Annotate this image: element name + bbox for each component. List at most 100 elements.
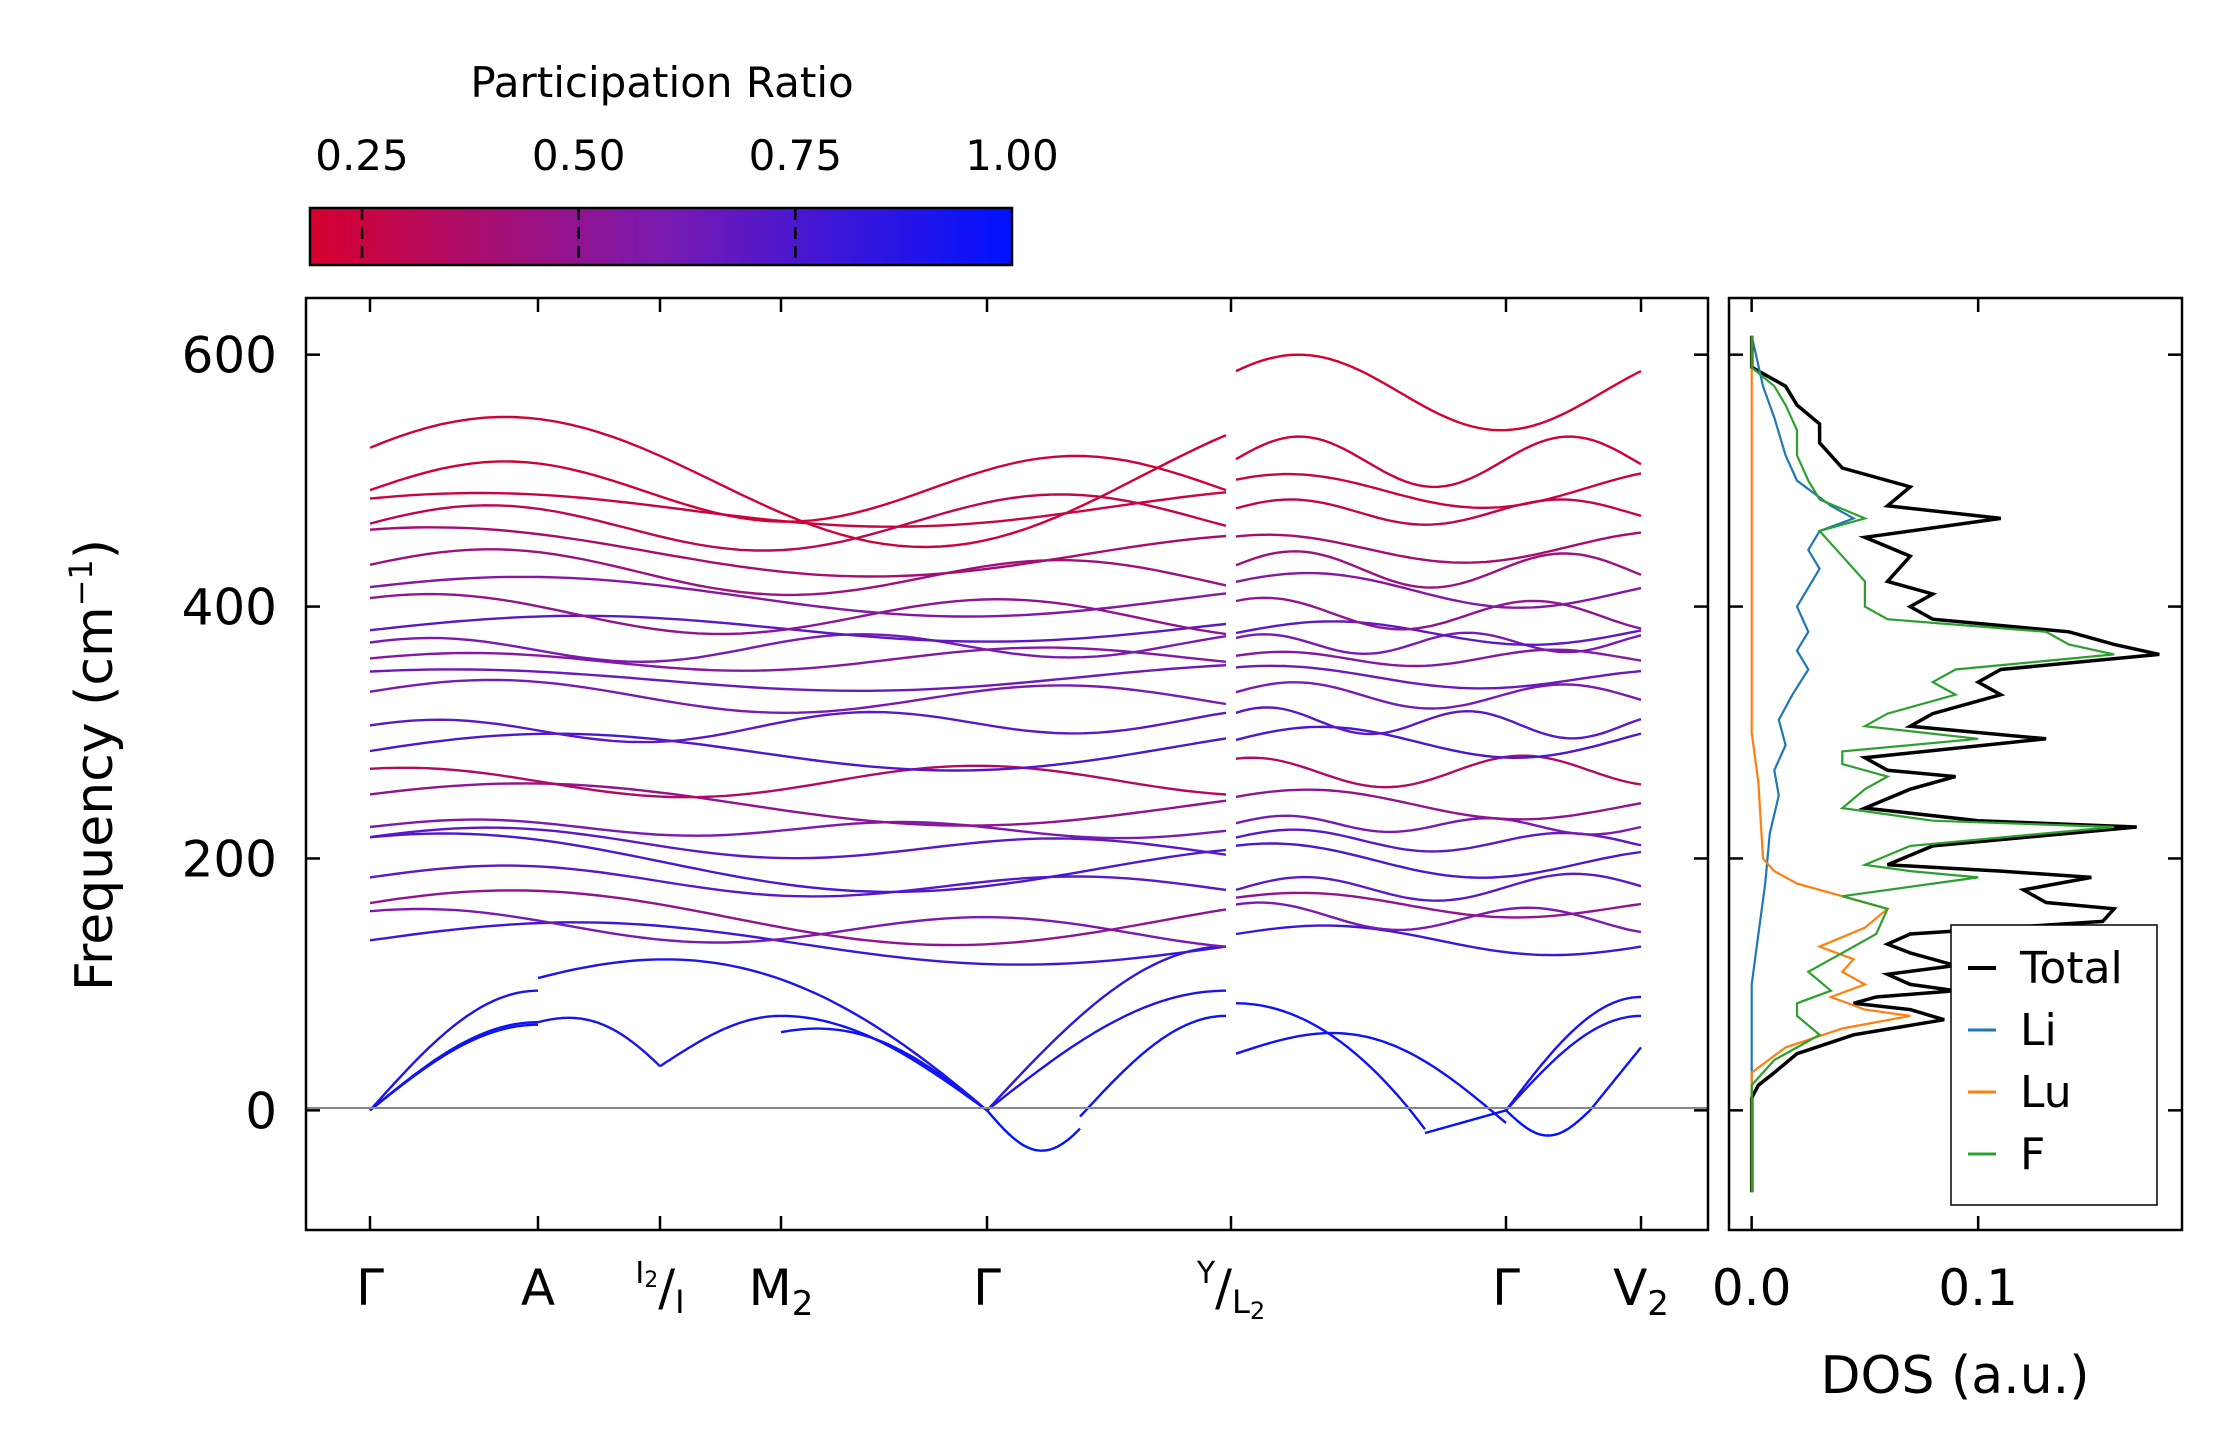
kpoint-label: Γ [1492, 1259, 1520, 1317]
dos-x-tick-label: 0.0 [1712, 1259, 1792, 1317]
band-acoustic [780, 1027, 988, 1112]
colorbar-tick-label: 1.00 [965, 131, 1059, 180]
band-acoustic [1236, 1002, 1426, 1130]
band-acoustic [986, 989, 1226, 1112]
band-optical [1235, 842, 1642, 879]
band-optical [1235, 891, 1642, 919]
band-optical [1235, 531, 1642, 564]
band-optical [369, 548, 1227, 597]
dos-frame [1727, 296, 2184, 1232]
y-tick-label: 400 [182, 579, 277, 637]
band-acoustic [1505, 1014, 1641, 1112]
band-optical [369, 764, 1227, 799]
legend-label: Li [2020, 1005, 2057, 1056]
band-optical [1235, 550, 1642, 589]
band-optical [1235, 754, 1642, 789]
colorbar-tick-label: 0.50 [532, 131, 626, 180]
band-optical [1235, 648, 1642, 668]
y-tick-label: 0 [245, 1082, 277, 1140]
dos-series-lu [1750, 335, 1911, 1193]
dos-x-tick-label: 0.1 [1938, 1259, 2018, 1317]
band-acoustic [781, 1014, 988, 1112]
legend-label: Total [2019, 943, 2123, 994]
y-tick-label: 600 [182, 327, 277, 385]
band-optical [369, 575, 1227, 618]
dos-series-total [1749, 335, 2160, 1193]
colorbar-gradient [308, 206, 1014, 267]
band-optical [1235, 814, 1642, 836]
band-frame [304, 296, 1710, 1232]
dos-x-axis-title: DOS (a.u.) [1821, 1346, 2090, 1406]
band-optical [1235, 872, 1642, 902]
band-optical [369, 454, 1227, 523]
colorbar-tick-label: 0.25 [315, 131, 409, 180]
band-acoustic [986, 945, 1227, 1112]
legend-frame [1950, 924, 2158, 1206]
y-tick-label: 200 [182, 830, 277, 888]
band-optical [1235, 788, 1642, 821]
band-optical [1235, 681, 1642, 710]
band-optical [369, 732, 1227, 772]
band-optical [369, 826, 1227, 860]
legend-label: Lu [2020, 1067, 2072, 1118]
band-acoustic [659, 1014, 781, 1068]
band-acoustic [369, 989, 538, 1112]
dos-panel: 0.0 0.1 DOS (a.u.) Total Li Lu F [1712, 296, 2184, 1406]
band-acoustic-imaginary [1505, 1109, 1591, 1137]
legend-label: F [2020, 1129, 2045, 1180]
band-optical [1235, 725, 1642, 760]
band-optical [369, 526, 1227, 578]
kpoint-label: Γ [973, 1259, 1001, 1317]
band-optical [1235, 664, 1642, 690]
band-optical [369, 907, 1227, 948]
band-lines [369, 353, 1642, 1152]
band-optical [1235, 706, 1642, 740]
band-optical [369, 889, 1227, 947]
kpoint-label: V2 [1613, 1259, 1669, 1324]
band-optical [369, 415, 1227, 549]
band-optical [369, 864, 1227, 898]
band-optical [369, 493, 1227, 552]
band-optical [1235, 571, 1642, 609]
band-optical [369, 664, 1227, 692]
band-optical [1235, 620, 1642, 647]
band-structure-panel: 600 400 200 0 Γ A I2/I M2 Γ Y/L2 Γ V2 Frequency (c… [62, 296, 1710, 1325]
band-acoustic [537, 958, 988, 1112]
band-y-ticks: 600 400 200 0 [182, 327, 1708, 1140]
band-optical [369, 832, 1227, 894]
band-optical [1235, 472, 1642, 509]
colorbar-ticks: 0.25 0.50 0.75 1.00 [315, 131, 1059, 265]
band-acoustic [1235, 1031, 1507, 1124]
band-optical [369, 818, 1227, 840]
band-acoustic [1079, 1014, 1226, 1118]
kpoint-label: M2 [749, 1259, 814, 1324]
colorbar-tick-label: 0.75 [749, 131, 843, 180]
band-acoustic-imaginary [986, 1109, 1081, 1152]
band-optical [1235, 924, 1642, 957]
dos-legend: Total Li Lu F [1950, 924, 2158, 1206]
band-acoustic [1589, 1046, 1642, 1112]
dos-ticks: 0.0 0.1 [1712, 298, 2182, 1317]
band-optical [1235, 435, 1642, 489]
band-optical [369, 633, 1227, 664]
band-acoustic [369, 1023, 538, 1112]
band-optical [369, 921, 1227, 966]
band-optical [369, 646, 1227, 672]
band-optical [1235, 498, 1642, 526]
dos-series-f [1750, 335, 2115, 1193]
dos-series-li [1750, 335, 1857, 1193]
band-acoustic-imaginary [1424, 1109, 1507, 1135]
band-acoustic [537, 1016, 661, 1068]
kpoint-label: Y/L2 [1196, 1256, 1265, 1325]
band-optical [369, 592, 1227, 636]
y-axis-title: Frequency (cm−1) [62, 539, 125, 991]
band-optical [369, 614, 1227, 643]
band-optical [1235, 353, 1642, 432]
kpoint-label: Γ [356, 1259, 384, 1317]
band-acoustic [1505, 995, 1641, 1112]
colorbar: Participation Ratio 0.25 0.50 0.75 1.00 [308, 58, 1059, 267]
band-x-ticks: Γ A I2/I M2 Γ Y/L2 Γ V2 [356, 298, 1669, 1325]
band-optical [369, 678, 1227, 715]
band-acoustic [369, 1021, 538, 1112]
